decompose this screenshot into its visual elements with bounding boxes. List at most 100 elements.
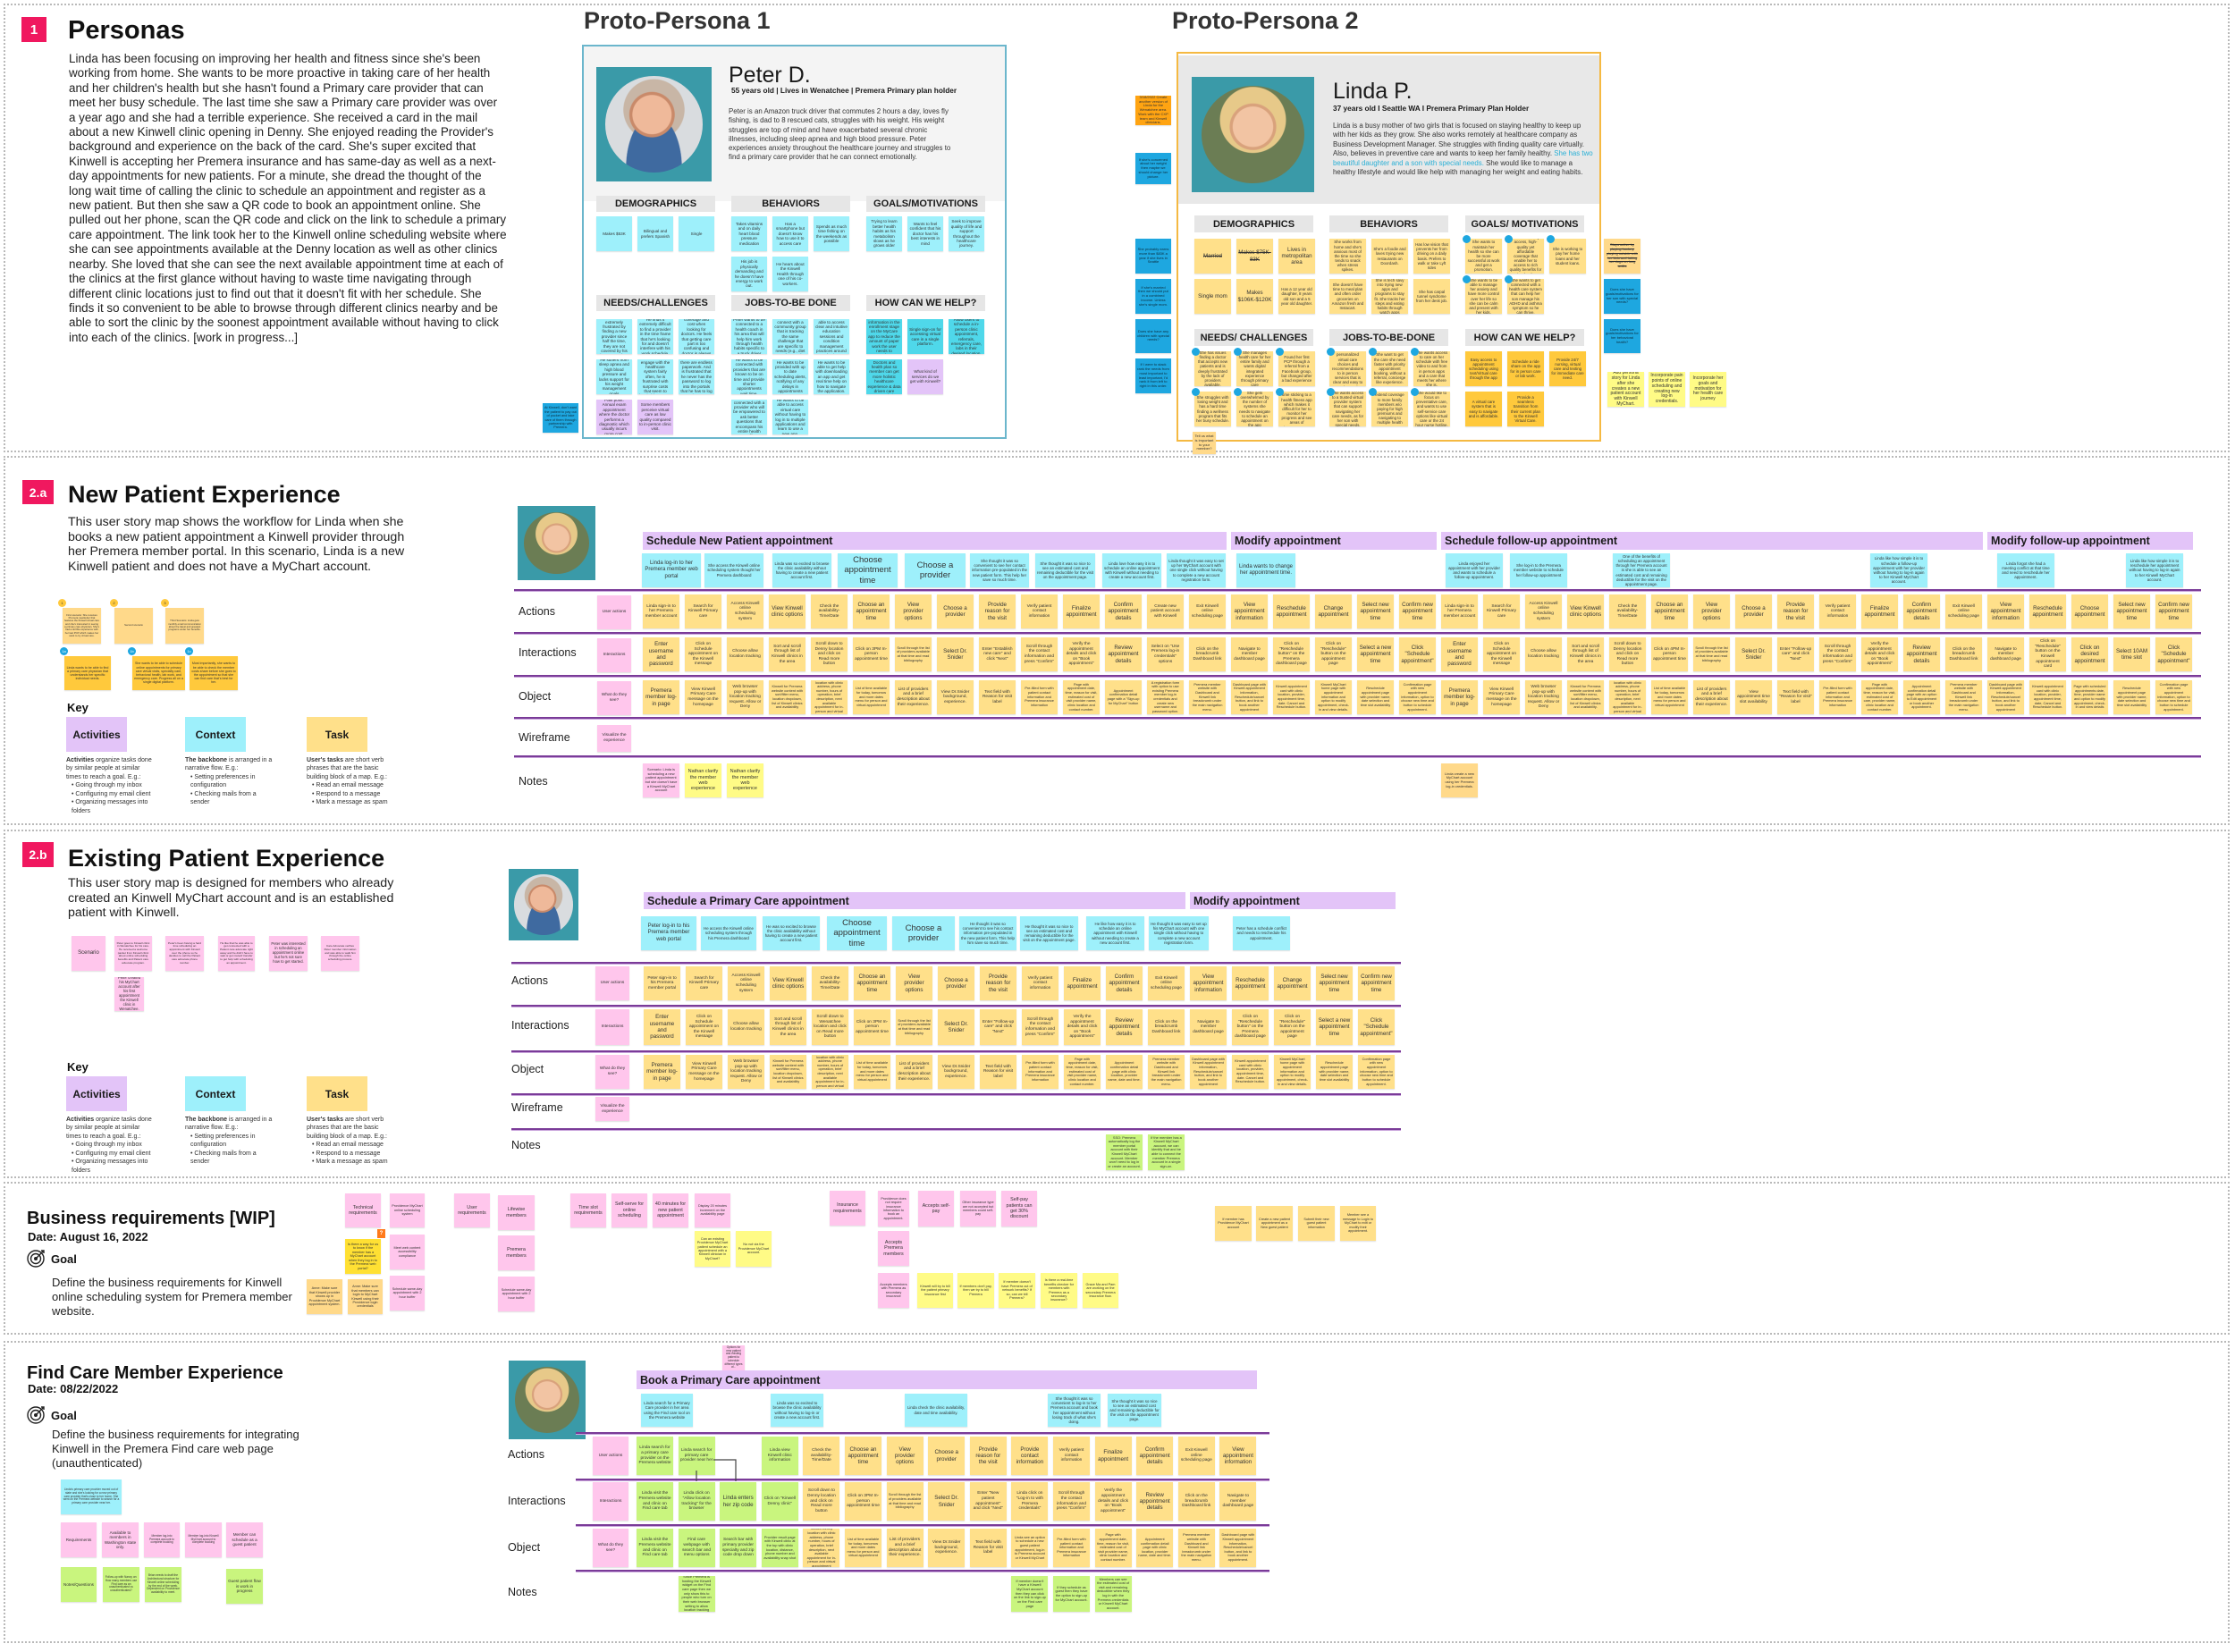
note-card[interactable]: Nathan clarify the member web experience — [727, 763, 763, 797]
sticky-note[interactable]: He wants to be connected with a provider… — [731, 400, 767, 434]
row-tag[interactable]: What do they see? — [595, 1055, 629, 1089]
task-card[interactable]: List of time available for today, tomorr… — [854, 1055, 890, 1089]
task-card[interactable]: Finalize appointment — [1063, 594, 1100, 628]
task-card[interactable]: Dashboard page with Kinwell appointment … — [1987, 680, 2024, 714]
task-card[interactable]: View Kinwell Primary Care message on the… — [685, 680, 721, 714]
note-card[interactable]: If member doesn't have a Kinwell MyChart… — [1011, 1576, 1049, 1612]
context-card[interactable]: He access the Kinwell online scheduling … — [701, 916, 756, 950]
sticky-note[interactable]: Provide a seamless transition from their… — [1507, 392, 1544, 426]
task-card[interactable]: Verify the appointment details and click… — [1861, 637, 1898, 671]
side-note[interactable]: If she's married then we should put in a… — [1135, 279, 1171, 314]
scenario-note[interactable]: Peter's been having a hard time scheduli… — [165, 936, 204, 971]
task-card[interactable]: Click on the breadcrumb Dashboard link — [1177, 1482, 1215, 1521]
requirement-note[interactable]: Accepts members with Premera as secondar… — [878, 1273, 909, 1308]
sticky-note[interactable]: She wants access to a trusted virtual pr… — [1329, 392, 1366, 426]
sticky-note[interactable]: She wants a personalized virtual care ch… — [1329, 351, 1366, 386]
side-note[interactable]: Does she have goals/motivations for her … — [1604, 279, 1640, 314]
task-card[interactable]: Confirm appointment details — [1105, 594, 1142, 628]
sticky-note[interactable]: Peter wants to be connected to a health … — [731, 319, 767, 354]
task-card[interactable]: Select Dr. Snider — [938, 1009, 974, 1045]
sticky-note[interactable]: He finds it extremely difficult to find … — [637, 319, 673, 354]
side-note[interactable]: Incorporate pain points of online schedu… — [1649, 372, 1685, 407]
context-card[interactable]: One of the benefits of scheduling an app… — [1613, 553, 1670, 587]
task-card[interactable]: Linda search for a primary care provider… — [637, 1437, 673, 1475]
task-card[interactable]: Choose a provider — [938, 966, 974, 1000]
task-card[interactable]: Finalize appointment — [1861, 594, 1898, 628]
requirement-note[interactable]: Self-serve for online scheduling — [611, 1193, 647, 1227]
task-card[interactable]: Click on 3PM In-person appointment time — [854, 1009, 890, 1045]
task-card[interactable]: Confirm new appointment time — [1399, 594, 1436, 628]
task-card[interactable]: Select Dr. Snider — [1735, 637, 1772, 671]
note-card[interactable]: Linda create a new MyChart account using… — [1441, 763, 1478, 797]
task-card[interactable]: Confirm new appointment time — [1358, 966, 1395, 1000]
task-card[interactable]: Peter sign-in to his Premera member port… — [644, 966, 680, 1000]
context-card[interactable]: Linda was so excited to browse the clini… — [772, 553, 831, 587]
requirement-note[interactable]: Grace Ma and Pam are working on the seco… — [1083, 1273, 1118, 1308]
context-card[interactable]: Linda like how simple it is to reschedul… — [2126, 553, 2183, 587]
requirement-note[interactable]: Providence does not require insurance in… — [878, 1191, 909, 1226]
task-card[interactable]: Enter "New patient appointment" and clic… — [969, 1482, 1007, 1521]
sticky-note[interactable]: She works from home and she's anxious mo… — [1329, 239, 1366, 274]
context-card[interactable]: Linda check the clinic availability, dat… — [905, 1394, 967, 1427]
task-card[interactable]: Click on Schedule appointment on the Kin… — [686, 1009, 722, 1045]
task-card[interactable]: Choose allow location tracking — [1525, 637, 1562, 671]
task-card[interactable]: List of time available for today, tomorr… — [853, 680, 890, 714]
task-card[interactable]: Choose a provider — [1735, 594, 1772, 628]
sticky-note[interactable]: Single sign-on for accessing virtual car… — [907, 319, 943, 354]
task-card[interactable]: Kinwell for Premera website content with… — [770, 1055, 806, 1089]
requirement-note[interactable]: Technical requirements — [345, 1193, 381, 1227]
sticky-note[interactable]: Provide 24/7 nursing, virtual care and t… — [1549, 351, 1586, 386]
sticky-note[interactable]: He wants to be able to get help with dow… — [814, 359, 849, 394]
task-card[interactable]: Kinwell appointment card with clinic loc… — [1232, 1055, 1269, 1089]
task-card[interactable]: Search for Kinwell Primary care — [1483, 594, 1520, 628]
task-card[interactable]: List of providers and a brief descriptio… — [886, 1529, 924, 1567]
side-note[interactable]: 3/18/2022 Create another version of Lind… — [1135, 96, 1171, 125]
scenario-note[interactable]: Care Advocate verifies Peter member info… — [321, 936, 359, 971]
requirement-note[interactable]: Guest patient flow is work in progress — [226, 1569, 263, 1604]
task-card[interactable]: View Kinwell clinic options — [770, 966, 806, 1000]
sticky-note[interactable]: Peter is extremely frustrated by finding… — [596, 319, 632, 354]
requirement-note[interactable]: Insurance requirements — [830, 1191, 865, 1226]
need-note[interactable]: Most importantly, she wants to be able t… — [190, 656, 238, 690]
task-card[interactable]: View Dr.Snider background, experience. — [937, 680, 974, 714]
context-card[interactable]: Choose a provider — [905, 553, 966, 587]
task-card[interactable]: Enter "Follow-up care" and click "Next" — [980, 1009, 1016, 1045]
context-card[interactable]: She thought it was so nice to see an est… — [1108, 1394, 1161, 1427]
requirement-note[interactable]: Meet web content accessibility complianc… — [390, 1235, 425, 1269]
requirement-note[interactable]: Create a new patient appointment as a Ne… — [1256, 1206, 1293, 1241]
task-card[interactable]: Dashboard page with Kinwell appointment … — [1219, 1529, 1257, 1567]
task-card[interactable]: Choose an appointment time — [853, 594, 890, 628]
row-tag[interactable]: User actions — [595, 966, 629, 1000]
requirement-note[interactable]: Anne: Make sure that Kinwell provider sh… — [307, 1279, 342, 1314]
sticky-note[interactable]: She wants easy access, high-quality yet … — [1507, 239, 1544, 274]
context-card[interactable]: He like how easy it is to schedule an on… — [1086, 916, 1144, 950]
task-card[interactable]: Verify the appointment details and click… — [1064, 1009, 1101, 1045]
sticky-note[interactable]: Has low vision that prevents her from dr… — [1413, 239, 1450, 274]
task-card[interactable]: Select new appointment time — [1316, 966, 1353, 1000]
row-tag[interactable]: Interactions — [597, 638, 631, 672]
task-card[interactable]: Navigate to member dashboard page — [1231, 637, 1268, 671]
task-card[interactable]: Select new appointment time — [2113, 594, 2150, 628]
task-card[interactable]: Review appointment details — [1136, 1482, 1174, 1521]
task-card[interactable]: Exit Kinwell online scheduling page — [1177, 1437, 1215, 1475]
requirement-note[interactable]: Accepts Premera members — [878, 1231, 909, 1266]
task-card[interactable]: Web browser pop-up with location trackin… — [727, 680, 763, 714]
context-card[interactable]: She thought it was so convenient to log-… — [1048, 1394, 1101, 1427]
context-card[interactable]: She log-in to the Premera member website… — [1510, 553, 1567, 587]
task-card[interactable]: Click on 4PM In-person appointment time — [1651, 637, 1688, 671]
task-card[interactable]: Text field with Reason for visit label — [980, 1055, 1016, 1089]
task-card[interactable]: Linda sign-in to her Premera member acco… — [1441, 594, 1478, 628]
sticky-note[interactable]: He wants to be able to access clear and … — [814, 319, 849, 354]
task-card[interactable]: Text field with "Reason for visit" label — [1777, 680, 1814, 714]
context-card[interactable]: Choose a provider — [892, 916, 955, 950]
task-card[interactable]: Verify the appointment details and click… — [1063, 637, 1100, 671]
task-card[interactable]: Pre-filled form with patient contact inf… — [1022, 1055, 1058, 1089]
task-card[interactable]: Select new appointment time — [1357, 594, 1394, 628]
context-card[interactable]: Choose appointment time — [838, 553, 898, 587]
requirement-note[interactable]: Can an existing Providence MyChart patie… — [695, 1231, 730, 1267]
task-card[interactable]: Premera member website with Dashboard an… — [1945, 680, 1982, 714]
task-card[interactable]: Navigate to member dashboard page — [1219, 1482, 1257, 1521]
task-card[interactable]: Page with appointment date, time, reason… — [1063, 680, 1100, 714]
sticky-note[interactable]: He suffers from sleep apnea and high blo… — [596, 359, 632, 394]
